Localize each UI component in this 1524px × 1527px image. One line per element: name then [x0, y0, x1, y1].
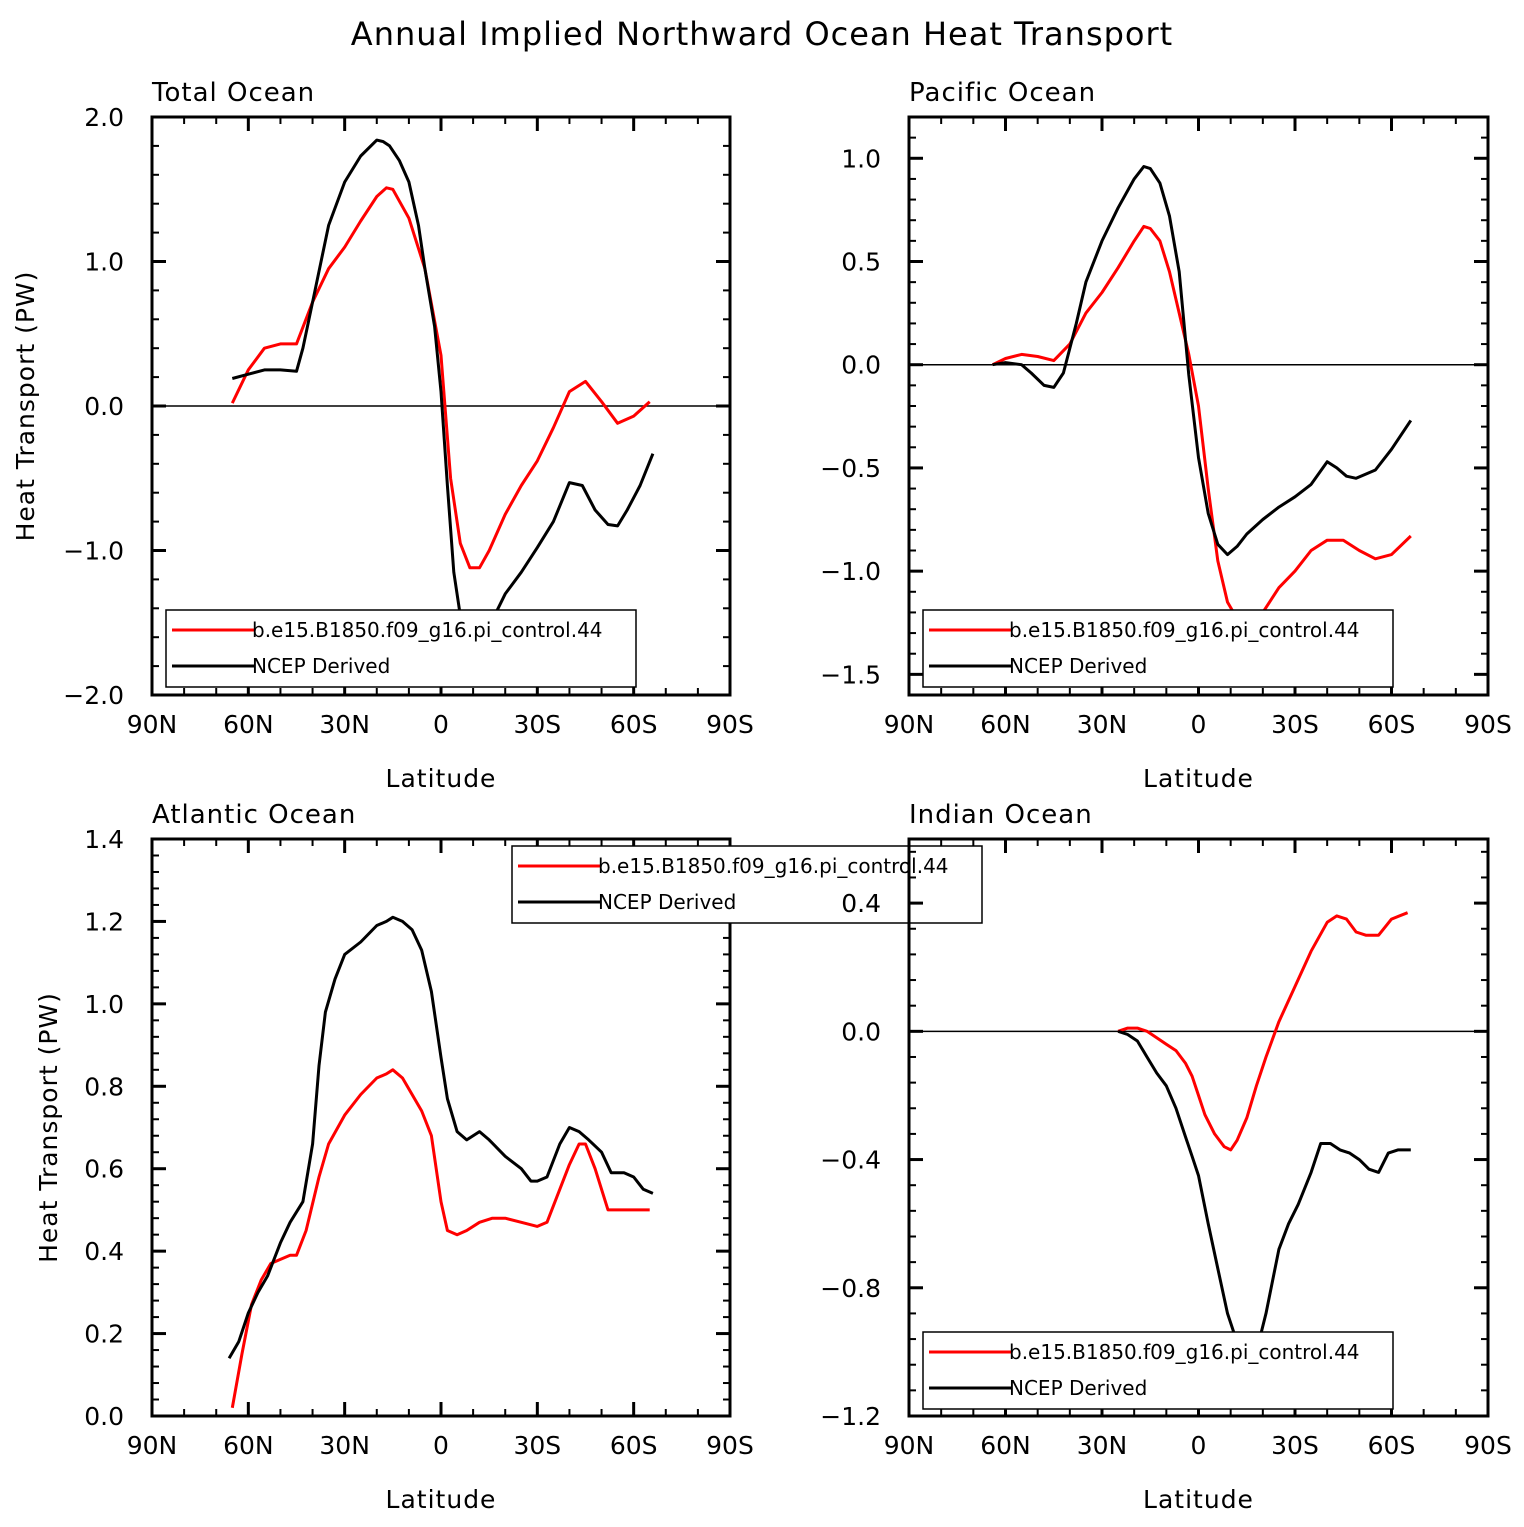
- x-tick-label: 90S: [706, 1431, 754, 1460]
- y-tick-label: 0.0: [84, 1402, 124, 1431]
- y-tick-label: 1.0: [84, 990, 124, 1019]
- legend-label: b.e15.B1850.f09_g16.pi_control.44: [598, 854, 949, 878]
- plot-frame: [150, 115, 732, 697]
- x-tick-label: 60N: [980, 1431, 1031, 1460]
- series-line-ncep: [231, 138, 655, 646]
- x-axis-label: Latitude: [1143, 764, 1254, 793]
- x-tick-label: 90N: [884, 710, 935, 739]
- legend-label: NCEP Derived: [252, 654, 390, 678]
- y-tick-label: 0.4: [841, 889, 881, 918]
- series-line-ncep: [992, 165, 1413, 557]
- x-tick-label: 90S: [706, 710, 754, 739]
- legend-label: b.e15.B1850.f09_g16.pi_control.44: [252, 618, 603, 642]
- legend: b.e15.B1850.f09_g16.pi_control.44 NCEP De…: [511, 845, 983, 924]
- y-tick-label: 0.6: [84, 1155, 124, 1184]
- legend-label: NCEP Derived: [1009, 1376, 1147, 1400]
- x-tick-label: 60N: [223, 710, 274, 739]
- x-tick-label: 90N: [127, 710, 178, 739]
- x-tick-label: 60N: [980, 710, 1031, 739]
- x-tick-label: 30S: [513, 1431, 561, 1460]
- y-tick-label: −1.0: [820, 557, 881, 586]
- plot-frame: [150, 837, 732, 1418]
- y-tick-label: 0.0: [841, 1017, 881, 1046]
- x-tick-label: 60S: [1368, 710, 1416, 739]
- y-tick-label: 0.5: [841, 248, 881, 277]
- y-tick-label: −0.4: [820, 1146, 881, 1175]
- x-tick-label: 0: [433, 710, 449, 739]
- legend: b.e15.B1850.f09_g16.pi_control.44 NCEP De…: [922, 609, 1394, 688]
- x-tick-label: 90S: [1464, 1431, 1512, 1460]
- x-tick-label: 30N: [1077, 710, 1128, 739]
- x-tick-label: 0: [1191, 710, 1207, 739]
- y-axis-label: Heat Transport (PW): [11, 271, 40, 542]
- panel-3: Indian Ocean 90N 60N 30N 0 30S 60S 90S −1.2 −0.8 −…: [820, 800, 1512, 1514]
- x-tick-label: 60N: [223, 1431, 274, 1460]
- x-tick-label: 90N: [127, 1431, 178, 1460]
- y-tick-label: 0.0: [841, 351, 881, 380]
- x-tick-label: 30S: [1271, 710, 1319, 739]
- x-tick-label: 30S: [513, 710, 561, 739]
- x-axis-label: Latitude: [1143, 1485, 1254, 1514]
- x-tick-label: 30N: [1077, 1431, 1128, 1460]
- panel-title: Indian Ocean: [909, 800, 1093, 830]
- series-line-model: [1117, 911, 1409, 1152]
- x-tick-label: 60S: [1368, 1431, 1416, 1460]
- panel-title: Pacific Ocean: [909, 78, 1096, 108]
- y-tick-label: 0.4: [84, 1237, 124, 1266]
- legend: b.e15.B1850.f09_g16.pi_control.44 NCEP De…: [922, 1331, 1394, 1410]
- panel-2: Atlantic Ocean 90N 60N 30N 0 30S 60S 90S 0.0 0.2 0…: [34, 800, 983, 1514]
- panel-1: Pacific Ocean 90N 60N 30N 0 30S 60S 90S −1.5 −1.0…: [820, 78, 1512, 793]
- panel-0: Total Ocean 90N 60N 30N 0 30S 60S 90S −2.0 −1.0 0.…: [11, 78, 754, 793]
- y-tick-label: 2.0: [84, 103, 124, 132]
- y-tick-label: 0.0: [84, 392, 124, 421]
- legend-box: [922, 609, 1394, 688]
- legend-label: NCEP Derived: [1009, 654, 1147, 678]
- y-tick-label: −2.0: [63, 681, 124, 710]
- legend-label: NCEP Derived: [598, 890, 736, 914]
- x-tick-label: 90S: [1464, 710, 1512, 739]
- legend: b.e15.B1850.f09_g16.pi_control.44 NCEP De…: [165, 609, 637, 688]
- x-tick-label: 60S: [610, 710, 658, 739]
- y-tick-label: 1.0: [841, 144, 881, 173]
- legend-box: [922, 1331, 1394, 1410]
- panel-title: Atlantic Ocean: [152, 800, 356, 830]
- y-tick-label: −1.5: [820, 660, 881, 689]
- legend-box: [165, 609, 637, 688]
- legend-label: b.e15.B1850.f09_g16.pi_control.44: [1009, 1340, 1360, 1364]
- y-tick-label: −1.0: [63, 537, 124, 566]
- panels: Total Ocean 90N 60N 30N 0 30S 60S 90S −2.0 −1.0 0.…: [11, 78, 1512, 1514]
- x-axis-label: Latitude: [386, 764, 497, 793]
- legend-box: [511, 845, 983, 924]
- series-line-model: [230, 1068, 650, 1409]
- y-tick-label: 0.8: [84, 1072, 124, 1101]
- y-tick-label: 1.2: [84, 907, 124, 936]
- legend-label: b.e15.B1850.f09_g16.pi_control.44: [1009, 618, 1360, 642]
- x-tick-label: 30S: [1271, 1431, 1319, 1460]
- x-axis-label: Latitude: [386, 1485, 497, 1514]
- x-tick-label: 90N: [884, 1431, 935, 1460]
- x-tick-label: 60S: [610, 1431, 658, 1460]
- y-tick-label: 1.4: [84, 825, 124, 854]
- y-axis-label: Heat Transport (PW): [34, 992, 63, 1263]
- y-tick-label: −0.5: [820, 454, 881, 483]
- y-tick-label: −0.8: [820, 1274, 881, 1303]
- y-tick-label: 0.2: [84, 1320, 124, 1349]
- x-tick-label: 30N: [319, 1431, 370, 1460]
- y-tick-label: −1.2: [820, 1402, 881, 1431]
- x-tick-label: 0: [1191, 1431, 1207, 1460]
- x-tick-label: 30N: [319, 710, 370, 739]
- figure-title: Annual Implied Northward Ocean Heat Tran…: [351, 15, 1173, 53]
- plot-frame: [907, 837, 1490, 1418]
- plot-frame: [907, 115, 1490, 697]
- y-tick-label: 1.0: [84, 248, 124, 277]
- panel-title: Total Ocean: [151, 78, 315, 108]
- series-line-ncep: [227, 915, 654, 1360]
- x-tick-label: 0: [433, 1431, 449, 1460]
